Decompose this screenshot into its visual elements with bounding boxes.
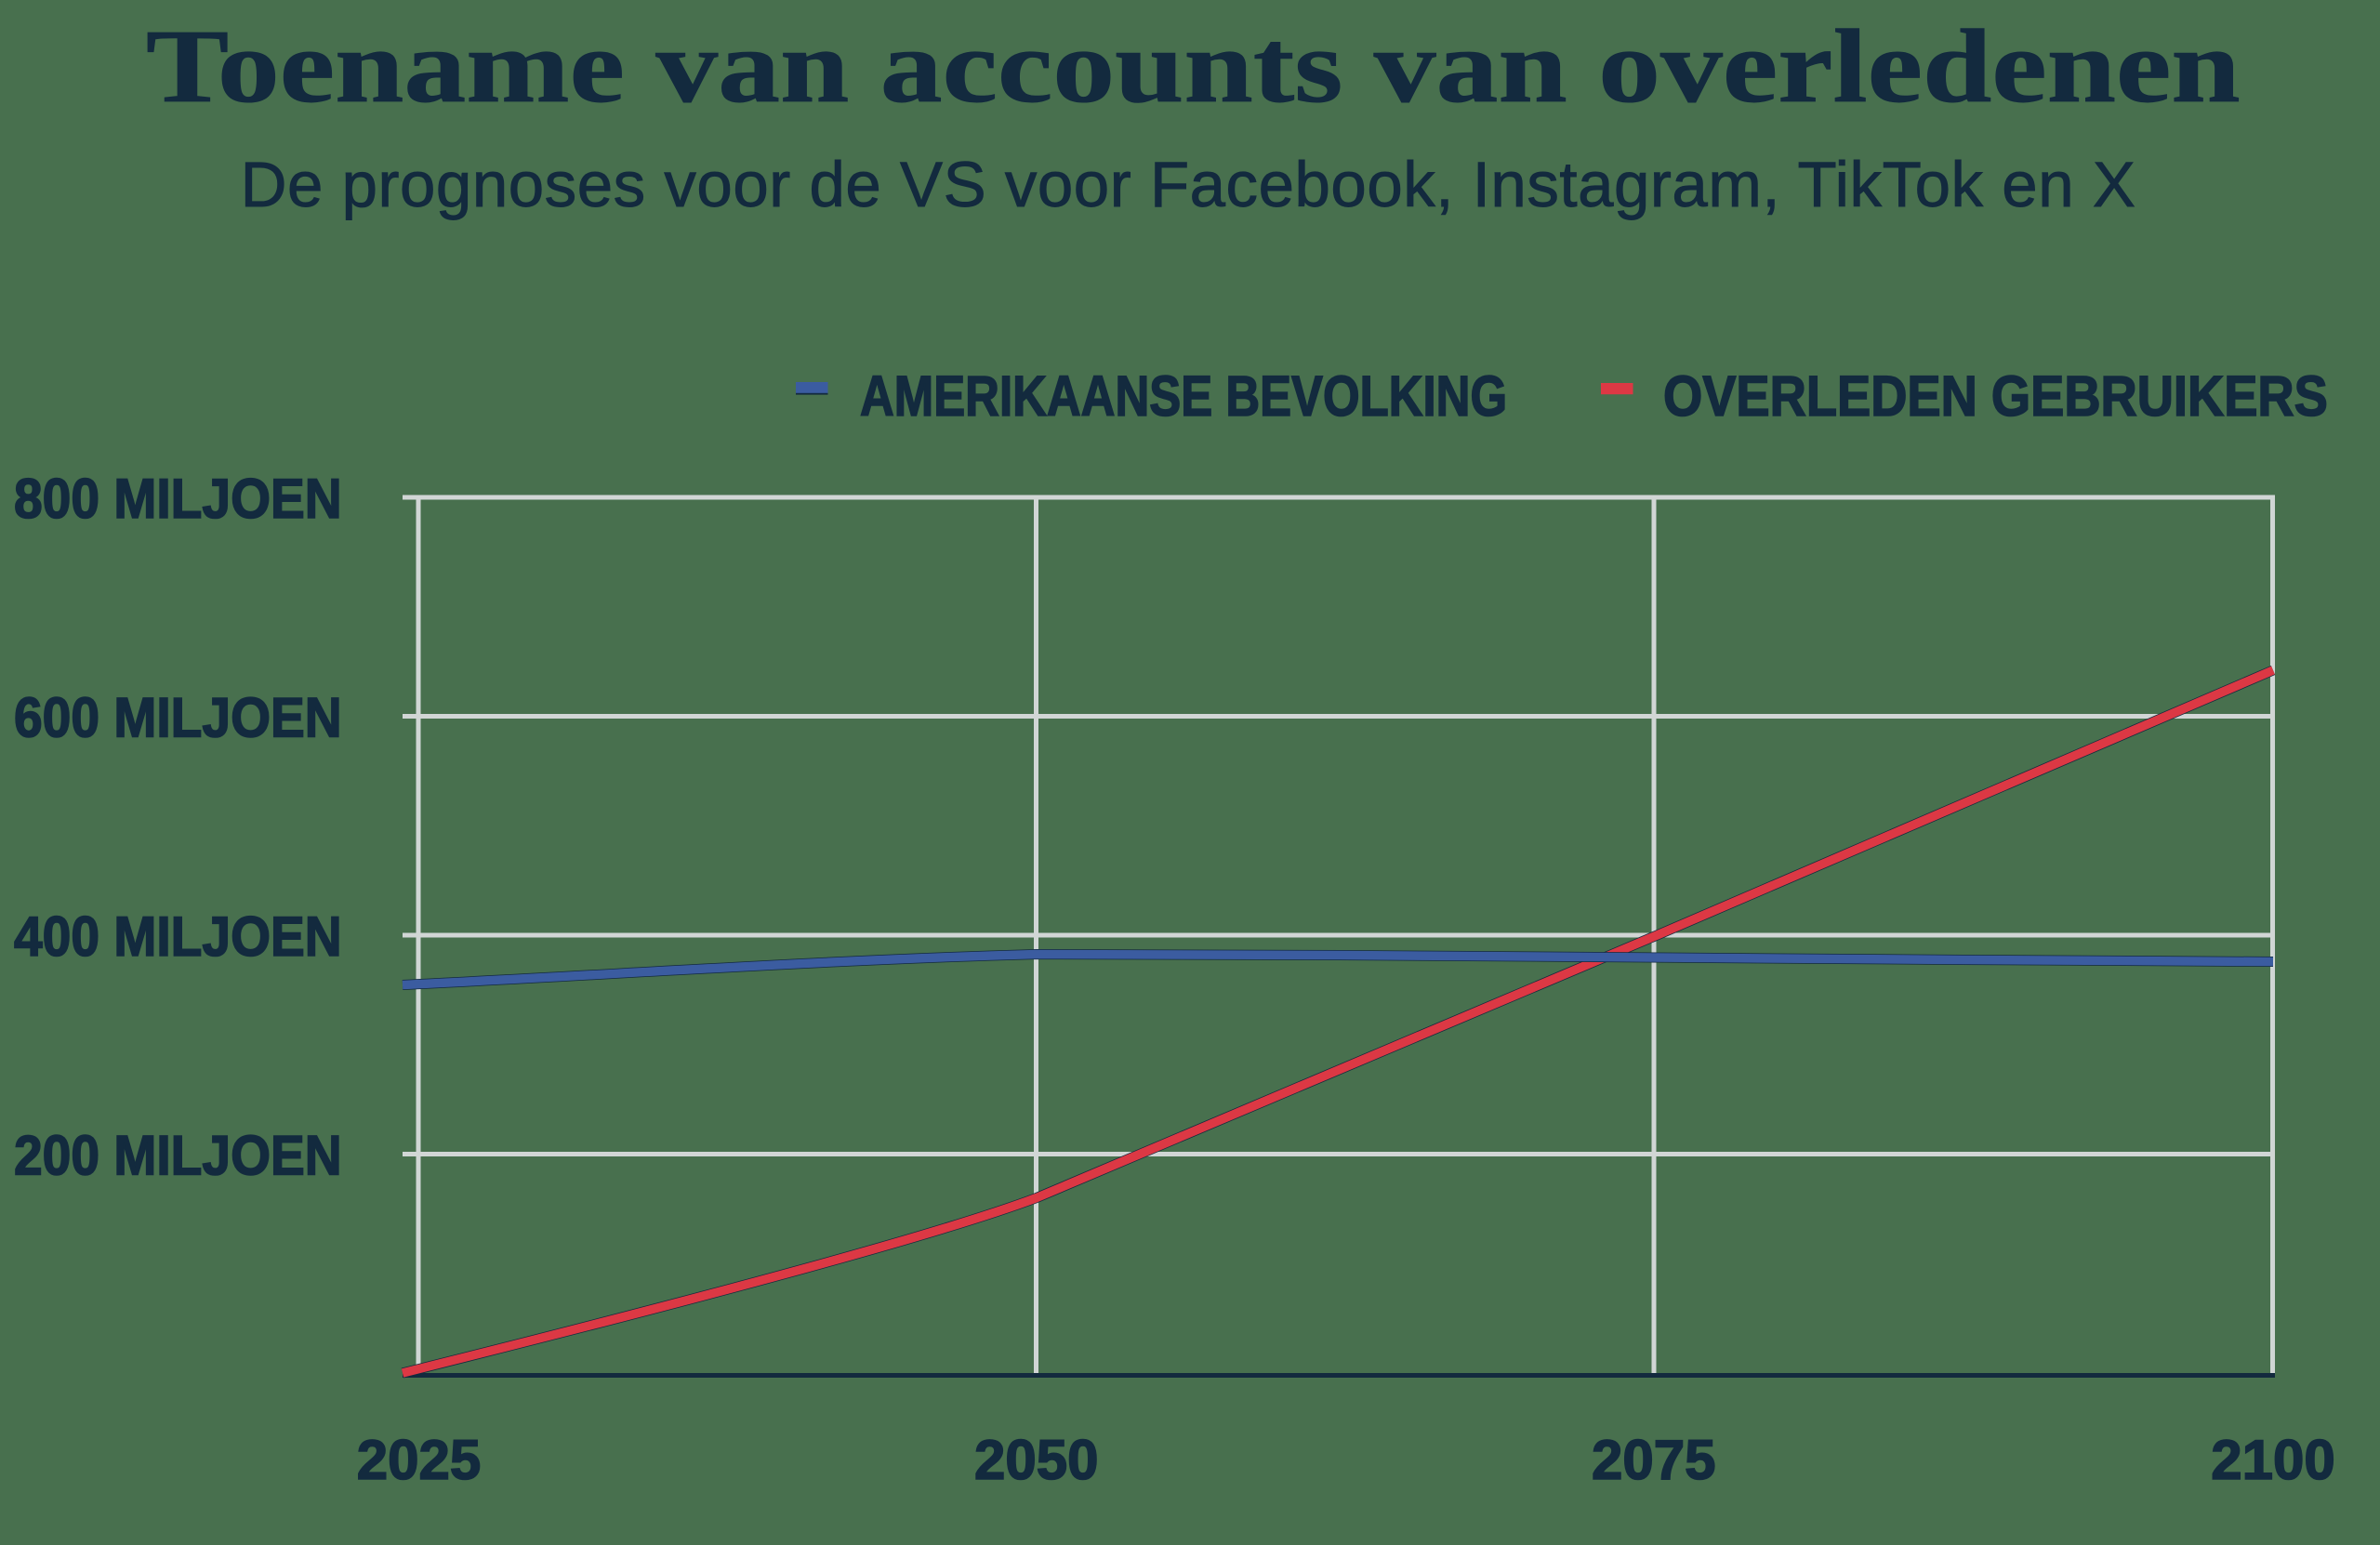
svg-text:2025: 2025 xyxy=(357,1429,481,1491)
svg-text:200 MILJOEN: 200 MILJOEN xyxy=(14,1125,342,1187)
svg-text:600 MILJOEN: 600 MILJOEN xyxy=(14,687,342,749)
svg-text:Toename van accounts van overl: Toename van accounts van overledenen xyxy=(146,8,2241,125)
svg-text:2050: 2050 xyxy=(974,1429,1098,1491)
svg-text:800 MILJOEN: 800 MILJOEN xyxy=(14,469,342,531)
svg-text:2075: 2075 xyxy=(1592,1429,1715,1491)
svg-text:De prognoses voor de VS voor F: De prognoses voor de VS voor Facebook, I… xyxy=(241,149,2136,220)
svg-text:AMERIKAANSE BEVOLKING: AMERIKAANSE BEVOLKING xyxy=(860,364,1507,428)
svg-text:2100: 2100 xyxy=(2211,1429,2334,1491)
svg-text:400 MILJOEN: 400 MILJOEN xyxy=(14,906,342,969)
svg-text:OVERLEDEN GEBRUIKERS: OVERLEDEN GEBRUIKERS xyxy=(1663,365,2328,429)
